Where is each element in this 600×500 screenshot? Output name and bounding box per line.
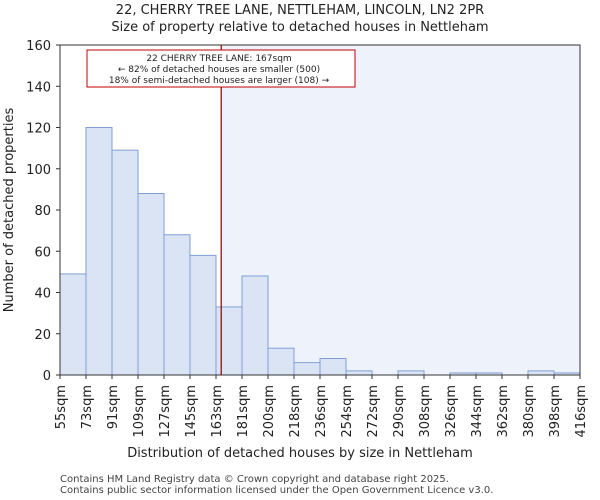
bar-200sqm <box>267 347 295 376</box>
chart-subtitle: Size of property relative to detached ho… <box>111 20 488 35</box>
bar-73sqm <box>85 127 113 376</box>
x-tick-label: 380sqm <box>522 385 537 438</box>
y-tick-label: 80 <box>34 204 51 219</box>
x-tick-label: 272sqm <box>366 385 381 438</box>
x-tick-label: 398sqm <box>548 385 563 438</box>
bar-380sqm <box>527 370 555 376</box>
y-axis-ticks: 0 20 40 60 80 100 120 140 160 <box>26 39 60 384</box>
footer-line-2: Contains public sector information licen… <box>60 485 493 496</box>
x-tick-label: 181sqm <box>236 385 251 438</box>
bar-254sqm <box>345 370 373 376</box>
x-tick-label: 163sqm <box>210 385 225 438</box>
bar-181sqm <box>241 275 269 376</box>
bar-163sqm <box>215 306 243 376</box>
y-tick-label: 160 <box>26 39 51 54</box>
y-tick-label: 140 <box>26 80 51 95</box>
x-tick-label: 55sqm <box>54 385 69 429</box>
bar-91sqm <box>111 149 139 376</box>
bar-55sqm <box>59 273 87 376</box>
y-tick-label: 20 <box>34 328 51 343</box>
annotation-frame <box>86 49 356 88</box>
y-tick-label: 60 <box>34 245 51 260</box>
bar-236sqm <box>319 358 347 376</box>
x-tick-label: 145sqm <box>184 385 199 438</box>
bar-290sqm <box>397 370 425 376</box>
y-tick-label: 120 <box>26 122 51 137</box>
bar-109sqm <box>137 193 165 376</box>
x-tick-label: 236sqm <box>314 385 329 438</box>
annotation-line-3: 18% of semi-detached houses are larger (… <box>109 76 330 86</box>
x-tick-label: 344sqm <box>470 385 485 438</box>
x-tick-label: 290sqm <box>392 385 407 438</box>
y-axis-label: Number of detached properties <box>2 108 17 313</box>
y-tick-label: 0 <box>43 369 51 384</box>
x-axis-label: Distribution of detached houses by size … <box>127 446 473 461</box>
bars <box>59 127 581 376</box>
bar-145sqm <box>189 254 217 376</box>
larger-region-highlight <box>221 45 580 375</box>
bar-127sqm <box>163 234 191 376</box>
y-tick-label: 100 <box>26 163 51 178</box>
x-tick-label: 91sqm <box>106 385 121 429</box>
x-tick-label: 308sqm <box>418 385 433 438</box>
x-tick-label: 127sqm <box>158 385 173 438</box>
x-tick-label: 109sqm <box>132 385 147 438</box>
x-axis-ticks: 55sqm 73sqm 91sqm 109sqm 127sqm 145sqm 163sqm 1… <box>54 375 589 438</box>
x-tick-label: 200sqm <box>262 385 277 438</box>
x-tick-label: 416sqm <box>574 385 589 438</box>
annotation-box: 22 CHERRY TREE LANE: 167sqm ← 82% of det… <box>86 49 356 88</box>
x-tick-label: 254sqm <box>340 385 355 438</box>
bar-218sqm <box>293 362 321 376</box>
annotation-line-2: ← 82% of detached houses are smaller (50… <box>118 65 320 75</box>
x-tick-label: 218sqm <box>288 385 303 438</box>
x-tick-label: 326sqm <box>444 385 459 438</box>
chart-title: 22, CHERRY TREE LANE, NETTLEHAM, LINCOLN… <box>116 3 484 18</box>
x-tick-label: 362sqm <box>496 385 511 438</box>
x-tick-label: 73sqm <box>80 385 95 429</box>
annotation-line-1: 22 CHERRY TREE LANE: 167sqm <box>146 54 291 64</box>
footer-line-1: Contains HM Land Registry data © Crown c… <box>60 474 449 485</box>
y-tick-label: 40 <box>34 287 51 302</box>
